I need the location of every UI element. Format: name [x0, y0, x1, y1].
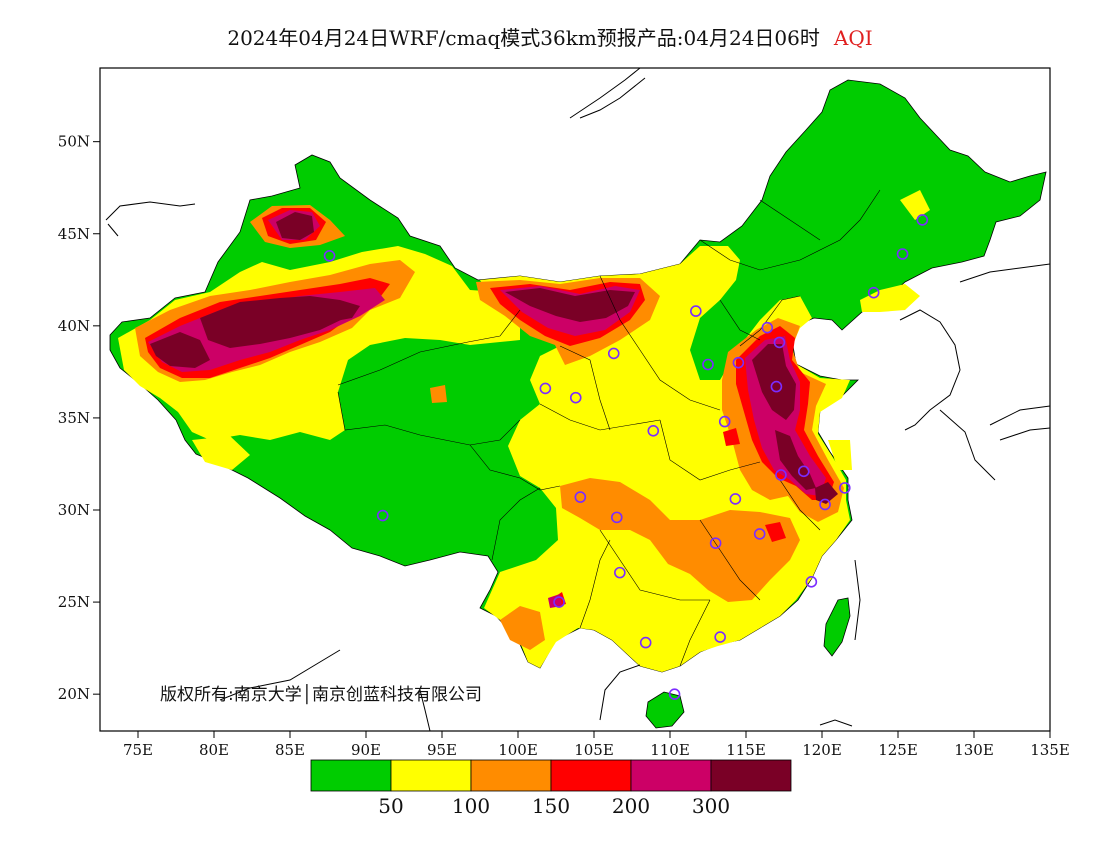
copyright-text: 版权所有:南京大学│南京创蓝科技有限公司 [160, 685, 482, 705]
station-marker [819, 498, 831, 511]
station-marker [775, 469, 787, 481]
station-marker [702, 358, 714, 371]
station-marker [553, 596, 565, 608]
x-tick-label: 135E [1030, 741, 1070, 759]
x-tick-label: 80E [199, 741, 229, 759]
legend-label: 50 [378, 794, 403, 818]
station-marker [709, 537, 722, 549]
station-marker [610, 511, 623, 524]
x-axis: 75E 80E 85E 90E 95E 100E 105E 110E 115E 120E 125E 1… [123, 731, 1070, 759]
x-tick-label: 105E [574, 741, 614, 759]
station-marker [539, 382, 552, 395]
station-marker [569, 391, 582, 404]
station-marker [916, 214, 929, 226]
y-tick-label: 50N [58, 133, 90, 151]
map-title: 2024年04月24日WRF/cmaq模式36km预报产品:04月24日06时 A… [0, 22, 1100, 51]
legend-swatch [630, 759, 712, 792]
station-marker [690, 305, 702, 317]
taiwan-island [823, 597, 851, 657]
y-tick-label: 30N [58, 501, 90, 519]
y-tick-label: 45N [58, 225, 90, 243]
station-marker [753, 528, 766, 540]
legend-label: 150 [532, 794, 570, 818]
y-tick-label: 35N [58, 409, 90, 427]
stations-layer [323, 214, 929, 700]
station-marker [770, 380, 783, 393]
y-tick-label: 25N [58, 593, 90, 611]
x-tick-label: 95E [427, 741, 457, 759]
station-marker [668, 688, 681, 700]
station-marker [639, 636, 652, 649]
x-tick-label: 110E [650, 741, 690, 759]
legend-label: 300 [692, 794, 730, 818]
station-marker [867, 286, 880, 299]
legend-swatch [710, 759, 792, 792]
x-tick-label: 90E [351, 741, 381, 759]
station-marker [896, 248, 909, 260]
station-marker [761, 321, 774, 334]
station-marker [805, 576, 818, 588]
station-marker [773, 336, 786, 349]
legend-label: 100 [452, 794, 490, 818]
station-marker [714, 631, 726, 643]
title-main: 2024年04月24日WRF/cmaq模式36km预报产品:04月24日06时 [227, 26, 820, 50]
station-marker [614, 566, 626, 579]
station-marker [732, 356, 745, 369]
x-tick-label: 125E [878, 741, 918, 759]
y-axis: 50N 45N 40N 35N 30N 25N 20N [58, 133, 100, 703]
station-marker [729, 493, 742, 505]
title-metric: AQI [833, 26, 873, 50]
y-tick-label: 20N [58, 685, 90, 703]
x-tick-label: 115E [726, 741, 766, 759]
station-marker [718, 415, 731, 428]
legend-swatch [550, 759, 632, 792]
station-marker [574, 491, 587, 503]
x-tick-label: 100E [498, 741, 538, 759]
legend-label: 200 [612, 794, 650, 818]
x-tick-label: 130E [954, 741, 994, 759]
aqi-legend: 50 100 150 200 300 [310, 759, 792, 818]
station-marker [838, 482, 851, 494]
province-boundaries [337, 189, 881, 667]
station-marker [607, 347, 620, 360]
x-tick-label: 85E [275, 741, 305, 759]
map-plot-area [105, 68, 1050, 731]
station-marker [797, 465, 810, 478]
y-tick-label: 40N [58, 317, 90, 335]
legend-swatch [390, 759, 472, 792]
legend-swatch [470, 759, 552, 792]
x-tick-label: 120E [802, 741, 842, 759]
plot-frame [99, 67, 1051, 732]
station-marker [647, 425, 660, 437]
aqi-hazardous-layer [150, 212, 838, 504]
station-marker [376, 509, 389, 522]
legend-swatch [310, 759, 392, 792]
neighbor-coastlines [105, 68, 1050, 731]
hainan-island [645, 691, 685, 729]
x-tick-label: 75E [123, 741, 153, 759]
station-marker [323, 250, 336, 262]
